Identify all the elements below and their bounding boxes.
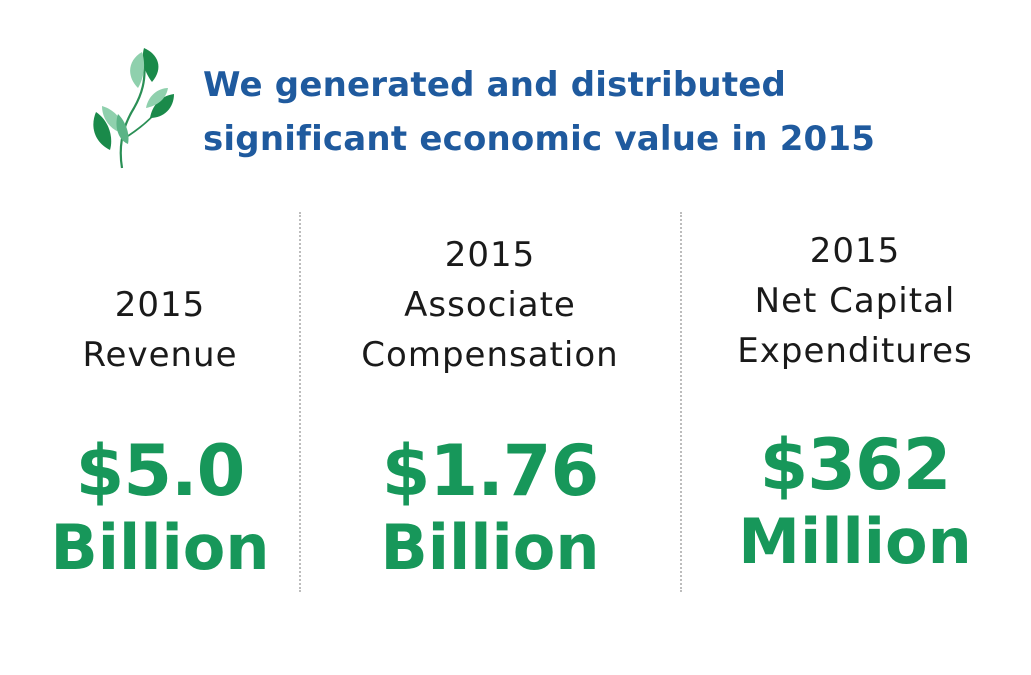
headline-line-2: significant economic value in 2015	[203, 119, 876, 159]
stat-value: $362	[759, 424, 952, 506]
leaf-sprig-icon	[93, 48, 174, 169]
stat-unit: Billion	[50, 511, 270, 584]
stat-label: 2015 Associate Compensation	[330, 230, 650, 380]
column-divider	[299, 212, 301, 592]
stat-revenue: 2015 Revenue $5.0 Billion	[20, 0, 300, 675]
stat-label: 2015 Net Capital Expenditures	[700, 226, 1010, 376]
stat-net-capital-expenditures: 2015 Net Capital Expenditures $362 Milli…	[700, 0, 1010, 675]
stat-label-line: 2015	[114, 285, 206, 325]
headline-line-1: We generated and distributed	[203, 65, 787, 105]
stat-value: $5.0	[75, 430, 246, 512]
stat-unit: Million	[738, 505, 972, 578]
stat-label-line: Net Capital	[754, 281, 956, 321]
stat-associate-compensation: 2015 Associate Compensation $1.76 Billio…	[330, 0, 650, 675]
column-divider	[680, 212, 682, 592]
stat-unit: Billion	[380, 511, 600, 584]
stat-label-line: Revenue	[82, 335, 238, 375]
stat-label-line: Expenditures	[737, 331, 973, 371]
stat-label-line: 2015	[809, 231, 901, 271]
stat-label-line: Associate	[404, 285, 576, 325]
headline: We generated and distributed significant…	[203, 58, 1003, 166]
stat-label: 2015 Revenue	[20, 280, 300, 380]
stat-label-line: 2015	[444, 235, 536, 275]
stat-value: $1.76	[381, 430, 599, 512]
stat-label-line: Compensation	[361, 335, 619, 375]
